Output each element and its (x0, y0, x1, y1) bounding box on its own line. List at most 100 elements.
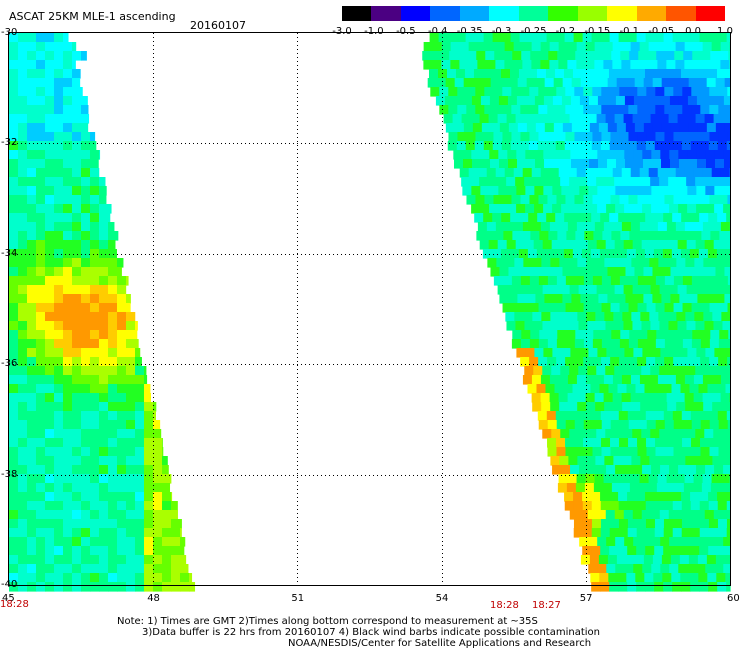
swath-cell (700, 339, 711, 349)
swath-cell (81, 375, 91, 385)
swath-cell (694, 312, 704, 322)
swath-cell (462, 186, 472, 196)
swath-cell (489, 96, 500, 106)
swath-cell (99, 384, 109, 394)
swath-cell (642, 537, 652, 547)
swath-cell (583, 87, 593, 97)
swath-cell (477, 168, 488, 178)
swath-cell (600, 546, 610, 556)
swath-cell (669, 564, 679, 574)
swath-cell (27, 195, 37, 205)
swath-cell (583, 132, 594, 142)
swath-cell (567, 42, 578, 52)
swath-cell (9, 537, 19, 547)
swath-cell (492, 141, 503, 151)
colorbar-swatch (577, 6, 608, 21)
swath-cell (636, 528, 647, 538)
swath-cell (641, 510, 652, 520)
swath-cell (711, 393, 722, 403)
swath-cell (612, 222, 623, 232)
swath-cell (540, 375, 551, 385)
swath-cell (135, 465, 145, 475)
swath-cell (724, 555, 731, 565)
swath-cell (696, 348, 707, 358)
colorbar-swatch (459, 6, 490, 21)
swath-cell (660, 150, 670, 160)
swath-cell (474, 213, 484, 223)
swath-cell (686, 429, 696, 439)
swath-cell (699, 213, 709, 223)
swath-cell (675, 393, 686, 403)
swath-cell (718, 276, 729, 286)
swath-cell (588, 204, 598, 214)
swath-cell (702, 474, 713, 484)
swath-cell (622, 258, 632, 268)
swath-cell (540, 42, 551, 52)
swath-cell (533, 240, 544, 250)
swath-cell (691, 195, 702, 205)
swath-cell (597, 564, 607, 574)
swath-cell (63, 78, 73, 88)
swath-cell (653, 384, 664, 394)
swath-cell (690, 519, 701, 529)
swath-cell (18, 240, 28, 250)
swath-cell (500, 69, 511, 79)
swath-cell (551, 285, 562, 295)
swath-cell (90, 258, 100, 268)
swath-cell (645, 528, 656, 538)
swath-cell (108, 276, 118, 286)
swath-cell (691, 339, 702, 349)
swath-cell (153, 555, 163, 565)
swath-cell (536, 69, 547, 79)
swath-cell (45, 528, 55, 538)
swath-cell (623, 114, 634, 124)
swath-cell (543, 96, 554, 106)
swath-cell (9, 294, 19, 304)
swath-cell (677, 177, 687, 187)
swath-cell (574, 357, 584, 367)
swath-cell (99, 213, 109, 223)
swath-cell (681, 582, 691, 592)
swath-cell (63, 366, 73, 376)
swath-cell (99, 312, 109, 322)
swath-cell (688, 267, 699, 277)
swath-cell (549, 168, 560, 178)
swath-cell (580, 555, 591, 565)
swath-cell (681, 411, 692, 421)
swath-cell (504, 60, 514, 70)
swath-cell (81, 402, 91, 412)
swath-cell (54, 231, 64, 241)
swath-cell (541, 312, 551, 322)
swath-cell (529, 276, 540, 286)
swath-cell (700, 276, 711, 286)
swath-cell (672, 213, 682, 223)
swath-cell (600, 492, 610, 502)
swath-cell (705, 465, 715, 475)
swath-cell (9, 564, 19, 574)
swath-cell (659, 321, 670, 331)
swath-cell (628, 339, 639, 349)
swath-cell (595, 258, 605, 268)
swath-cell (727, 420, 731, 430)
swath-cell (81, 141, 91, 151)
swath-cell (63, 537, 73, 547)
swath-cell (527, 384, 538, 394)
swath-cell (631, 312, 641, 322)
swath-cell (706, 78, 717, 88)
swath-cell (475, 105, 485, 115)
swath-cell (72, 357, 82, 367)
swath-cell (144, 546, 154, 556)
swath-cell (542, 177, 552, 187)
swath-cell (526, 78, 537, 88)
swath-cell (601, 195, 612, 205)
swath-cell (117, 231, 119, 241)
swath-cell (81, 123, 89, 133)
swath-cell (90, 348, 100, 358)
swath-cell (677, 366, 687, 376)
swath-cell (619, 420, 630, 430)
swath-cell (54, 114, 64, 124)
swath-cell (9, 393, 19, 403)
swath-cell (126, 447, 136, 457)
swath-cell (515, 177, 525, 187)
swath-cell (684, 42, 695, 52)
